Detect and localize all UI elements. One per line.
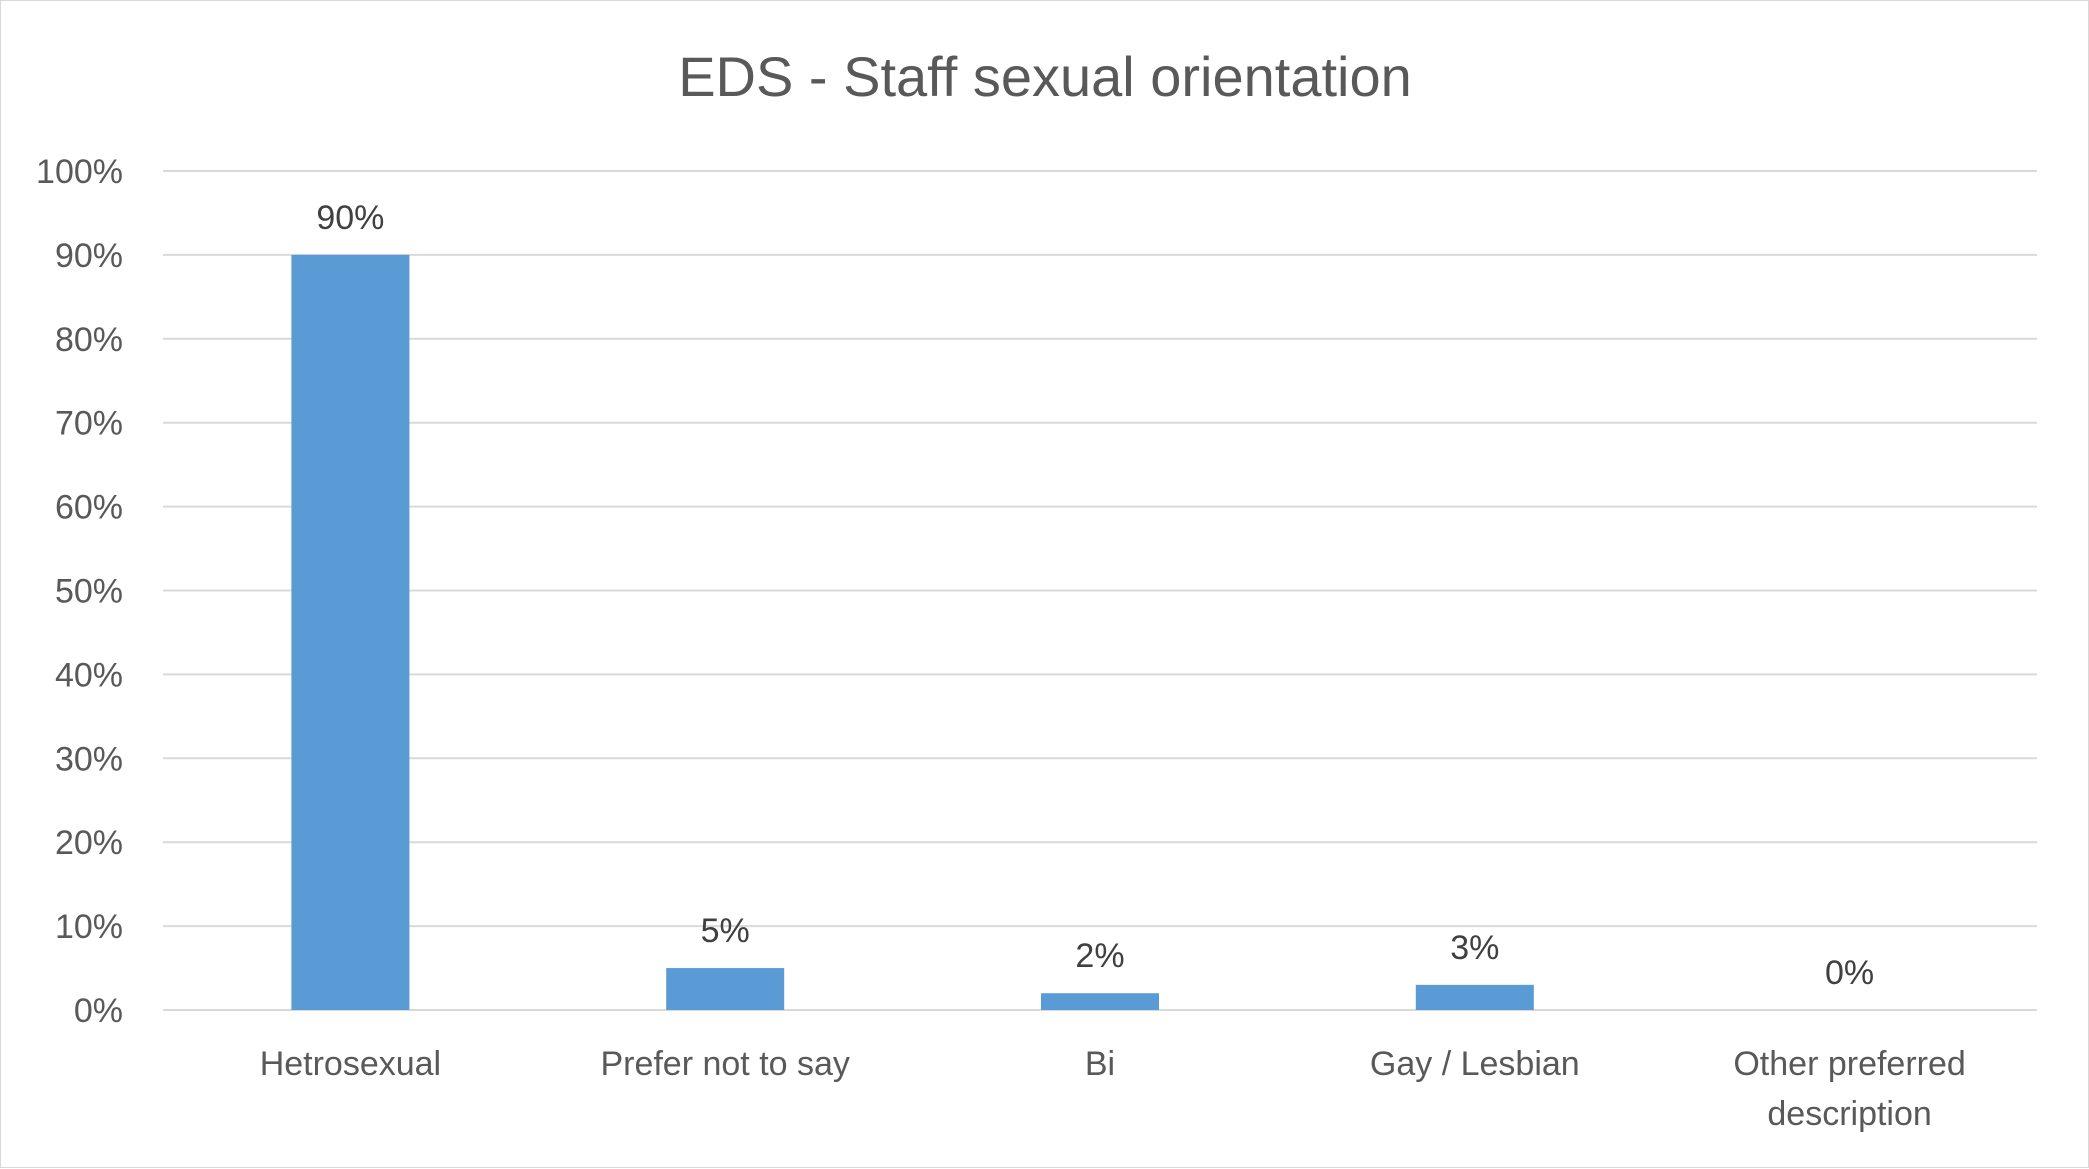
bars (291, 254, 1534, 1010)
x-category-label: description (1767, 1095, 1931, 1133)
y-tick-label: 40% (55, 656, 123, 694)
y-axis-ticks: 0% 10% 20% 30% 40% 50% 60% 70% 80% 90% 100% (36, 153, 123, 1030)
y-tick-label: 90% (55, 237, 123, 275)
x-category-label: Bi (1085, 1045, 1115, 1083)
y-tick-label: 50% (55, 573, 123, 611)
data-label: 5% (701, 912, 750, 950)
x-category-label: Other preferred (1733, 1045, 1965, 1083)
data-label: 90% (316, 199, 384, 237)
x-axis-categories: Hetrosexual Prefer not to say Bi Gay / Lesb… (260, 1045, 1966, 1133)
y-tick-label: 100% (36, 153, 123, 191)
bar (291, 254, 410, 1010)
x-category-label: Gay / Lesbian (1370, 1045, 1580, 1083)
y-tick-label: 30% (55, 740, 123, 778)
data-labels: 90% 5% 2% 3% 0% (316, 199, 1874, 992)
x-category-label: Prefer not to say (600, 1045, 849, 1083)
x-category-label: Hetrosexual (260, 1045, 441, 1083)
y-tick-label: 0% (74, 992, 123, 1030)
bar (1041, 993, 1159, 1010)
y-tick-label: 80% (55, 321, 123, 359)
bar (1415, 984, 1534, 1010)
bar (666, 968, 785, 1010)
y-tick-label: 60% (55, 489, 123, 527)
data-label: 0% (1825, 954, 1874, 992)
y-tick-label: 20% (55, 824, 123, 862)
y-tick-label: 10% (55, 908, 123, 946)
chart-title: EDS - Staff sexual orientation (678, 45, 1412, 108)
data-label: 3% (1450, 929, 1499, 967)
gridlines (163, 170, 2037, 1011)
data-label: 2% (1075, 937, 1124, 975)
y-tick-label: 70% (55, 405, 123, 443)
